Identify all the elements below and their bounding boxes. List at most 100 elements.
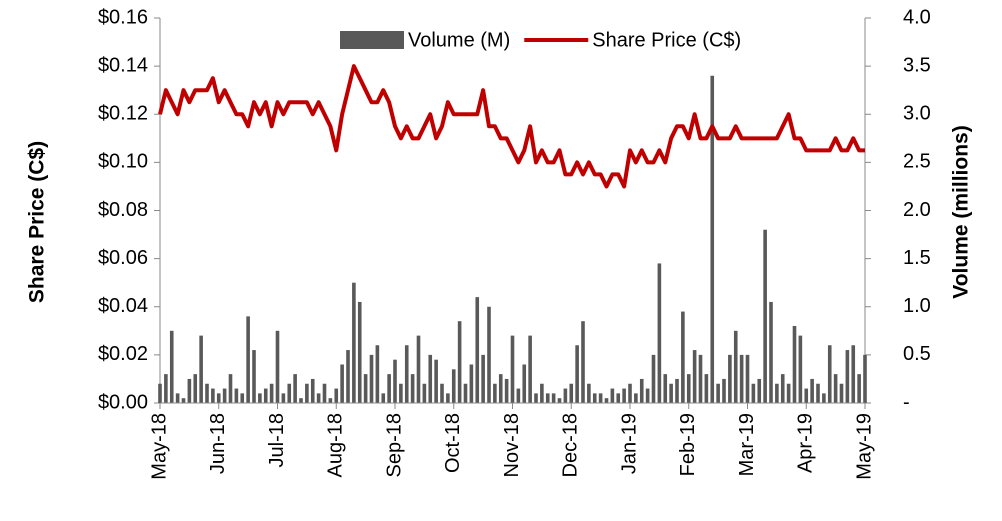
volume-bar xyxy=(810,378,814,403)
x-tick-label: Sep-18 xyxy=(383,413,405,478)
volume-bar xyxy=(357,301,362,403)
volume-bar xyxy=(639,378,644,403)
volume-bar xyxy=(263,388,268,403)
x-tick-label: Nov-18 xyxy=(501,413,523,477)
volume-bar xyxy=(792,326,797,403)
volume-bar xyxy=(798,335,803,403)
volume-bar xyxy=(763,229,767,403)
volume-bar xyxy=(322,383,327,403)
volume-bar xyxy=(710,75,715,403)
volume-bar xyxy=(733,330,738,403)
y-tick-label: $0.14 xyxy=(98,54,148,76)
volume-bar xyxy=(222,388,227,403)
volume-bar xyxy=(804,388,809,403)
x-tick-label: Apr-19 xyxy=(795,413,817,473)
volume-bar xyxy=(657,263,662,403)
volume-bar xyxy=(833,374,838,403)
volume-bar xyxy=(645,388,650,403)
volume-bar xyxy=(604,398,609,403)
volume-bar xyxy=(669,383,673,403)
volume-bar xyxy=(504,378,509,403)
volume-bar xyxy=(563,388,568,403)
volume-bar xyxy=(375,345,380,403)
volume-bar xyxy=(557,398,562,403)
volume-bar xyxy=(299,398,303,403)
volume-bar xyxy=(786,383,791,403)
volume-bar xyxy=(728,354,732,403)
volume-bar xyxy=(769,301,773,403)
volume-bar xyxy=(275,330,280,403)
volume-bar xyxy=(692,350,697,403)
volume-bar xyxy=(851,345,856,403)
x-tick-label: Mar-19 xyxy=(736,413,758,476)
volume-bar xyxy=(252,350,256,403)
x-tick-label: Aug-18 xyxy=(325,413,347,478)
volume-bar xyxy=(363,374,368,403)
volume-bar xyxy=(487,306,491,403)
x-tick-label: Oct-18 xyxy=(442,413,464,473)
volume-bar xyxy=(751,383,756,403)
volume-bar xyxy=(681,311,685,403)
volume-bar xyxy=(463,383,468,403)
volume-bar xyxy=(234,388,239,403)
volume-bar xyxy=(516,388,521,403)
y-tick-label: $0.16 xyxy=(98,6,148,28)
volume-bar xyxy=(780,374,785,403)
volume-bar xyxy=(551,393,556,403)
volume-bar xyxy=(528,335,532,403)
x-tick-label: May-18 xyxy=(148,413,170,480)
volume-bar xyxy=(440,383,444,403)
volume-bar xyxy=(310,378,315,403)
y-tick-label: $0.02 xyxy=(98,343,148,365)
volume-bar xyxy=(187,378,192,403)
volume-bar xyxy=(340,364,344,403)
x-tick-label: Feb-19 xyxy=(677,413,699,476)
volume-bar xyxy=(334,388,339,403)
x-tick-label: Dec-18 xyxy=(560,413,582,477)
volume-bar xyxy=(698,354,703,403)
volume-bar xyxy=(457,321,462,403)
volume-bar xyxy=(722,378,726,403)
volume-bar xyxy=(158,383,162,403)
volume-bar xyxy=(240,393,245,403)
y-tick-label: $0.08 xyxy=(98,199,148,221)
y2-tick-label: 1.0 xyxy=(903,295,931,317)
x-tick-label: Jan-19 xyxy=(618,413,640,474)
x-tick-label: May-19 xyxy=(853,413,875,480)
volume-bar xyxy=(369,354,374,403)
volume-bar xyxy=(827,345,832,403)
volume-bar xyxy=(622,388,626,403)
y-tick-label: $0.10 xyxy=(98,151,148,173)
y2-tick-label: 1.5 xyxy=(903,247,931,269)
volume-bar xyxy=(775,383,779,403)
volume-bar xyxy=(399,383,403,403)
volume-bar xyxy=(534,393,538,403)
y-tick-label: $0.00 xyxy=(98,391,148,413)
legend-label: Share Price (C$) xyxy=(592,29,741,51)
price-line xyxy=(158,64,865,189)
y2-axis-title: Volume (millions) xyxy=(950,125,973,298)
volume-bar xyxy=(540,383,544,403)
volume-bar xyxy=(475,297,480,403)
volume-bar xyxy=(281,393,286,403)
y2-tick-label: 3.0 xyxy=(903,103,931,125)
volume-bar xyxy=(346,350,350,403)
volume-bar xyxy=(651,354,656,403)
y-tick-label: $0.12 xyxy=(98,103,148,125)
volume-bar xyxy=(675,378,679,403)
volume-bar xyxy=(316,393,321,403)
volume-bar xyxy=(739,354,744,403)
y-axis-title: Share Price (C$) xyxy=(26,141,49,303)
volume-bar xyxy=(404,345,409,403)
volume-bar xyxy=(628,383,632,403)
volume-bar xyxy=(305,383,309,403)
volume-bar xyxy=(287,383,292,403)
volume-bar xyxy=(592,393,597,403)
volume-bar xyxy=(481,354,485,403)
volume-bar xyxy=(293,374,297,403)
volume-bar xyxy=(246,316,250,403)
volume-bar xyxy=(498,374,503,403)
volume-bar xyxy=(387,374,391,403)
volume-bar xyxy=(575,345,579,403)
